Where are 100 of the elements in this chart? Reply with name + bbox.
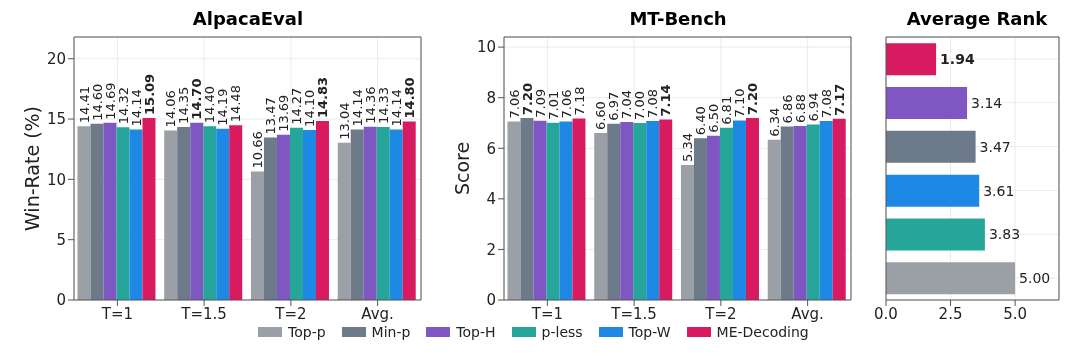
bar	[103, 122, 117, 300]
data-label: 15.09	[141, 73, 157, 115]
bar	[190, 122, 204, 300]
data-label: 14.32	[115, 87, 131, 125]
bar	[216, 128, 230, 300]
data-label: 7.06	[558, 89, 574, 119]
bar	[633, 122, 647, 300]
y-tick-label: 20	[46, 50, 66, 69]
data-label: 5.00	[1019, 270, 1051, 287]
data-label: 7.20	[745, 82, 761, 115]
data-label: 14.14	[349, 89, 365, 127]
data-label: 6.40	[693, 106, 709, 136]
bar	[129, 129, 143, 300]
y-tick-label: 8	[486, 89, 496, 108]
data-label: 14.06	[163, 90, 179, 128]
x-tick-label: Avg.	[361, 304, 394, 323]
data-label: 14.33	[375, 86, 391, 125]
data-label: 14.41	[76, 85, 92, 124]
x-tick-label: 2.5	[938, 304, 963, 323]
data-label: 14.14	[128, 89, 144, 127]
x-tick-label: T=2	[274, 304, 307, 323]
y-tick-label: 10	[476, 38, 496, 57]
data-label: 14.60	[89, 83, 105, 121]
legend-label: ME-Decoding	[715, 324, 809, 340]
bar	[767, 139, 781, 300]
x-tick-label: T=2	[704, 304, 737, 323]
data-label: 5.34	[680, 133, 696, 162]
data-label: 14.14	[388, 89, 404, 127]
data-label: 14.83	[315, 76, 331, 119]
bar	[363, 126, 377, 300]
chart-title: AlpacaEval	[191, 8, 305, 29]
x-tick-label: T=1.5	[610, 304, 657, 323]
y-tick-label: 2	[486, 240, 496, 259]
bar	[533, 120, 547, 300]
bar	[886, 174, 980, 207]
bar	[886, 43, 937, 76]
data-label: 7.20	[519, 82, 535, 115]
bar	[646, 120, 660, 300]
chart-title: Average Rank	[905, 8, 1049, 29]
bar	[780, 126, 794, 300]
x-tick-label: T=1.5	[180, 304, 227, 323]
bar	[732, 120, 746, 300]
chart-title: MT-Bench	[628, 8, 728, 29]
bar	[607, 123, 621, 300]
bar	[819, 120, 833, 300]
data-label: 14.36	[362, 86, 378, 124]
bar	[77, 126, 91, 300]
bar	[229, 125, 243, 300]
data-label: 13.47	[263, 97, 279, 135]
y-tick-label: 6	[486, 139, 496, 158]
y-tick-label: 0	[486, 291, 496, 310]
legend-label: p-less	[540, 324, 583, 340]
bar	[376, 127, 390, 300]
bar	[886, 86, 968, 119]
data-label: 14.48	[228, 85, 244, 123]
y-tick-label: 10	[46, 170, 66, 189]
data-label: 7.17	[831, 83, 847, 116]
data-label: 7.08	[645, 89, 661, 118]
bar	[594, 133, 608, 300]
bar	[250, 171, 264, 300]
legend-label: Min-p	[370, 324, 411, 340]
data-label: 7.04	[619, 90, 635, 119]
bar	[832, 118, 846, 300]
data-label: 6.97	[606, 91, 622, 121]
x-tick-label: T=1	[530, 304, 564, 323]
bar	[745, 117, 759, 300]
y-tick-label: 5	[56, 231, 66, 249]
bar	[719, 127, 733, 300]
bar	[350, 129, 364, 300]
bar	[886, 262, 1016, 295]
data-label: 7.06	[506, 89, 522, 119]
bar	[263, 137, 277, 300]
data-label: 13.69	[276, 94, 292, 132]
bar	[315, 121, 329, 300]
legend-label: Top-H	[455, 324, 496, 340]
y-axis-title: Score	[450, 141, 473, 196]
bar	[302, 129, 316, 300]
bar	[659, 119, 673, 300]
y-axis-title: Win-Rate (%)	[20, 105, 43, 232]
bar	[886, 130, 976, 163]
bar	[402, 121, 416, 300]
data-label: 7.18	[571, 86, 587, 116]
data-label: 3.14	[971, 94, 1003, 111]
data-label: 7.08	[818, 89, 834, 118]
data-label: 10.66	[250, 131, 266, 169]
data-label: 14.40	[202, 86, 218, 124]
data-label: 3.47	[979, 138, 1011, 155]
data-label: 14.19	[215, 88, 231, 126]
data-label: 1.94	[940, 51, 975, 68]
bar	[559, 121, 573, 300]
data-label: 6.81	[719, 95, 735, 125]
data-label: 14.80	[401, 77, 417, 119]
x-tick-label: 5.0	[1003, 304, 1028, 323]
data-label: 7.01	[545, 90, 561, 120]
data-label: 14.35	[176, 86, 192, 124]
bar	[203, 126, 217, 300]
data-label: 6.88	[792, 94, 808, 124]
bar	[337, 142, 351, 300]
data-label: 13.04	[336, 102, 352, 140]
bar	[142, 117, 156, 300]
